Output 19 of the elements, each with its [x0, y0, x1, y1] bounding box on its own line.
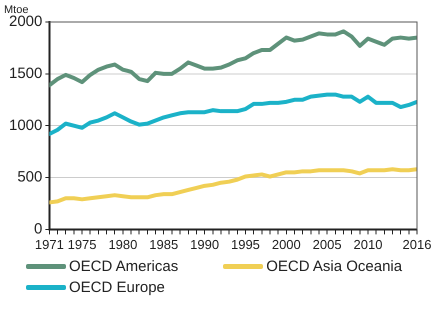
x-tick-label: 1985 — [149, 236, 178, 252]
y-tick-label: 1500 — [8, 64, 42, 82]
legend-label: OECD Americas — [69, 258, 178, 275]
legend-label: OECD Asia Oceania — [266, 258, 402, 275]
x-tick-label: 1995 — [230, 236, 260, 252]
y-axis-title: Mtoe — [4, 4, 28, 16]
x-tick-label: 1975 — [68, 236, 97, 252]
x-tick-label: 2016 — [402, 236, 432, 252]
x-tick-label: 1971 — [34, 236, 64, 252]
y-tick-label: 0 — [34, 220, 42, 238]
x-tick-label: 2000 — [272, 236, 301, 252]
legend-label: OECD Europe — [69, 279, 165, 296]
y-tick-label: 1000 — [8, 116, 42, 134]
x-tick-label: 1990 — [190, 236, 220, 252]
x-tick-label: 2005 — [312, 236, 342, 252]
x-tick-label: 2010 — [354, 236, 382, 252]
y-tick-label: 2000 — [8, 13, 42, 30]
x-tick-label: 1980 — [108, 236, 138, 252]
y-tick-label: 500 — [17, 168, 42, 186]
